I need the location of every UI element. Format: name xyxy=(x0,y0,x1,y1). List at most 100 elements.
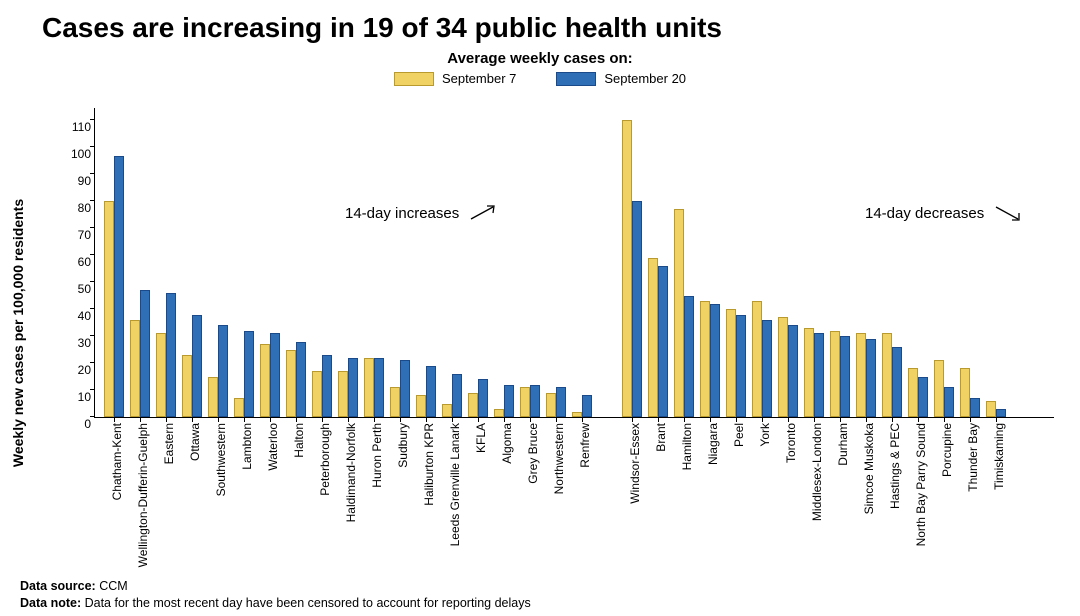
bar-series-b xyxy=(296,342,306,417)
bar-group: Haliburton KPR xyxy=(413,108,439,417)
bar-series-b xyxy=(840,336,850,417)
bar-group: Chatham-Kent xyxy=(101,108,127,417)
legend-label-b: September 20 xyxy=(604,71,686,86)
bar-group: Renfrew xyxy=(569,108,595,417)
x-axis-label: Hamilton xyxy=(680,417,694,470)
bar-group: Wellington-Dufferin-Guelph xyxy=(127,108,153,417)
bar-group: Peterborough xyxy=(309,108,335,417)
bar-series-b xyxy=(218,325,228,417)
bar-group: Peel xyxy=(723,108,749,417)
x-axis-label: Waterloo xyxy=(266,417,280,471)
y-tick-label: 110 xyxy=(55,120,91,134)
x-axis-label: Durham xyxy=(836,417,850,466)
bar-series-a xyxy=(312,371,322,417)
y-tick-mark xyxy=(90,200,95,201)
footer: Data source: CCM Data note: Data for the… xyxy=(20,578,531,612)
x-axis-label: Peel xyxy=(732,417,746,447)
x-axis-label: Peterborough xyxy=(318,417,332,496)
y-tick-mark xyxy=(90,254,95,255)
y-tick-label: 50 xyxy=(55,282,91,296)
bar-series-b xyxy=(374,358,384,417)
bar-series-b xyxy=(426,366,436,417)
legend: September 7 September 20 xyxy=(0,71,1080,86)
bar-group: Ottawa xyxy=(179,108,205,417)
bar-series-a xyxy=(156,333,166,417)
bar-group: Algoma xyxy=(491,108,517,417)
x-axis-label: Hastings & PEC xyxy=(888,417,902,509)
bar-series-a xyxy=(494,409,504,417)
y-tick-mark xyxy=(90,416,95,417)
bar-series-a xyxy=(234,398,244,417)
x-axis-label: Algoma xyxy=(500,417,514,464)
bar-series-a xyxy=(364,358,374,417)
bar-series-b xyxy=(710,304,720,417)
x-axis-label: Lambton xyxy=(240,417,254,470)
bar-series-a xyxy=(882,333,892,417)
bar-series-b xyxy=(866,339,876,417)
bar-group: Porcupine xyxy=(931,108,957,417)
bar-group: Windsor-Essex xyxy=(619,108,645,417)
bar-series-b xyxy=(582,395,592,417)
y-axis-label: Weekly new cases per 100,000 residents xyxy=(10,199,26,467)
bar-series-a xyxy=(648,258,658,417)
x-axis-label: Leeds Grenville Lanark xyxy=(448,417,462,546)
bar-series-a xyxy=(960,368,970,417)
bar-series-a xyxy=(674,209,684,417)
bar-group: Eastern xyxy=(153,108,179,417)
bar-series-b xyxy=(166,293,176,417)
x-axis-label: Renfrew xyxy=(578,417,592,468)
bar-group: Niagara xyxy=(697,108,723,417)
x-axis-label: Halton xyxy=(292,417,306,458)
bar-group: Thunder Bay xyxy=(957,108,983,417)
footer-note-label: Data note: xyxy=(20,596,81,610)
bar-series-b xyxy=(348,358,358,417)
y-tick-mark xyxy=(90,362,95,363)
y-tick-label: 70 xyxy=(55,228,91,242)
bar-series-a xyxy=(130,320,140,417)
bar-series-a xyxy=(546,393,556,417)
bar-series-b xyxy=(322,355,332,417)
legend-item-b: September 20 xyxy=(556,71,686,86)
x-axis-label: Toronto xyxy=(784,417,798,463)
bar-series-a xyxy=(908,368,918,417)
bar-group: Middlesex-London xyxy=(801,108,827,417)
bar-group: North Bay Parry Sound xyxy=(905,108,931,417)
x-axis-label: Haliburton KPR xyxy=(422,417,436,506)
x-axis-label: Northwestern xyxy=(552,417,566,494)
bar-group: Halton xyxy=(283,108,309,417)
bar-series-a xyxy=(104,201,114,417)
legend-swatch-b xyxy=(556,72,596,86)
x-axis-label: North Bay Parry Sound xyxy=(914,417,928,546)
annotation-increases: 14-day increases xyxy=(345,203,499,223)
x-axis-label: Timiskaming xyxy=(992,417,1006,490)
x-axis-label: Windsor-Essex xyxy=(628,417,642,504)
bar-group: Sudbury xyxy=(387,108,413,417)
bar-group: KFLA xyxy=(465,108,491,417)
bar-series-b xyxy=(658,266,668,417)
bar-series-a xyxy=(830,331,840,417)
bar-series-b xyxy=(114,156,124,417)
x-axis-label: Chatham-Kent xyxy=(110,417,124,500)
x-axis-label: Wellington-Dufferin-Guelph xyxy=(136,417,150,567)
bar-series-b xyxy=(140,290,150,417)
bar-group: Grey Bruce xyxy=(517,108,543,417)
bar-series-b xyxy=(530,385,540,417)
y-tick-mark xyxy=(90,227,95,228)
y-tick-mark xyxy=(90,335,95,336)
x-axis-label: Middlesex-London xyxy=(810,417,824,521)
footer-note-value: Data for the most recent day have been c… xyxy=(85,596,531,610)
bar-group: Leeds Grenville Lanark xyxy=(439,108,465,417)
legend-swatch-a xyxy=(394,72,434,86)
bar-series-b xyxy=(918,377,928,417)
bar-series-a xyxy=(182,355,192,417)
bar-group: Haldimand-Norfolk xyxy=(335,108,361,417)
bar-series-a xyxy=(934,360,944,417)
bar-series-b xyxy=(944,387,954,417)
bar-group: Huron Perth xyxy=(361,108,387,417)
x-axis-label: Sudbury xyxy=(396,417,410,468)
bars-area: Chatham-KentWellington-Dufferin-GuelphEa… xyxy=(95,108,1054,417)
legend-label-a: September 7 xyxy=(442,71,516,86)
y-tick-label: 80 xyxy=(55,201,91,215)
x-axis-label: Southwestern xyxy=(214,417,228,496)
bar-series-a xyxy=(416,395,426,417)
